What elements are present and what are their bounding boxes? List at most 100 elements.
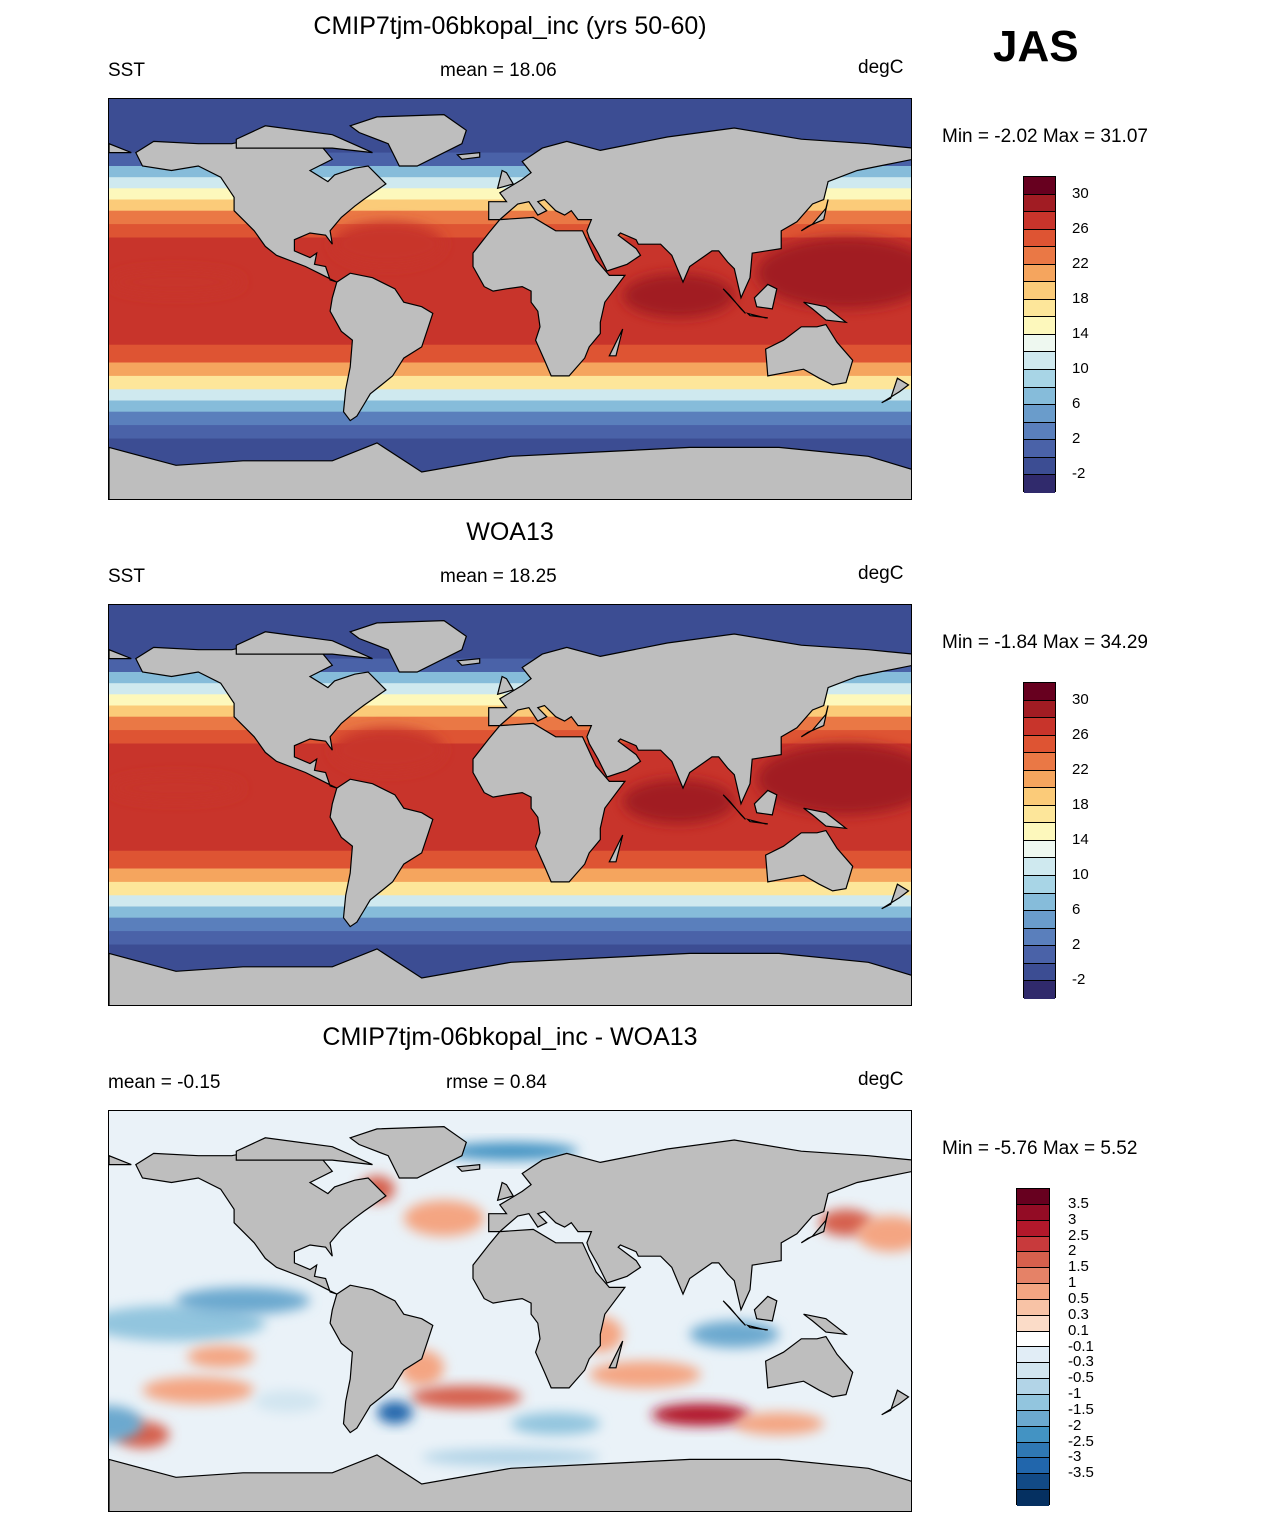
land-mass (329, 778, 434, 928)
land-mass (135, 136, 387, 283)
colorbar-tick-label: 6 (1072, 901, 1081, 919)
colorbar-swatch (1024, 928, 1055, 947)
anomaly-blob (444, 1142, 578, 1161)
colorbar-swatch (1024, 334, 1055, 353)
colorbar-swatch (1024, 440, 1055, 458)
land-mass (745, 818, 768, 825)
colorbar-swatch (1024, 683, 1055, 701)
land-mass (348, 113, 468, 167)
colorbar-tick-label: 14 (1072, 831, 1089, 848)
land-mass (496, 675, 515, 696)
colorbar-swatch (1024, 770, 1055, 789)
colorbar-tick-label: 14 (1072, 325, 1089, 342)
colorbar-swatch (1024, 194, 1055, 213)
colorbar-swatch (1017, 1189, 1049, 1205)
land-mass (803, 301, 849, 324)
sst-colorbar (1023, 682, 1056, 999)
colorbar-tick-label: 26 (1072, 725, 1089, 743)
anomaly-blob (109, 268, 243, 296)
sst-band (109, 895, 911, 908)
panel-units-label: degC (858, 563, 904, 584)
colorbar-swatch (1024, 264, 1055, 283)
colorbar-swatch (1017, 1331, 1049, 1348)
panel-left-label: mean = -0.15 (108, 1072, 221, 1093)
colorbar-tick-label: 18 (1072, 795, 1089, 813)
sst-diff-map (108, 1110, 912, 1512)
land-mass (235, 1137, 373, 1166)
panel-title: WOA13 (466, 518, 554, 546)
colorbar-swatch (1024, 370, 1055, 388)
colorbar-swatch (1017, 1284, 1049, 1300)
land-mass (881, 883, 910, 910)
colorbar-tick-label: 10 (1072, 866, 1089, 884)
colorbar-tick-label: 6 (1072, 395, 1081, 413)
land-mass (722, 794, 746, 820)
colorbar-tick-label: 22 (1072, 760, 1089, 778)
land-mass (608, 1340, 624, 1369)
land-mass (722, 1300, 746, 1326)
colorbar-tick-label: 0.3 (1068, 1305, 1089, 1323)
sst-band (109, 931, 911, 946)
land-mass (135, 1148, 387, 1295)
colorbar-tick-label: 2 (1068, 1242, 1077, 1260)
colorbar-swatch (1017, 1490, 1049, 1506)
colorbar-tick-label: 2.5 (1068, 1226, 1089, 1244)
colorbar-swatch (1017, 1379, 1049, 1395)
colorbar-swatch (1017, 1394, 1049, 1411)
colorbar-tick-label: 30 (1072, 690, 1089, 708)
colorbar-tick-label: -0.1 (1068, 1337, 1094, 1355)
land-mass (135, 642, 387, 789)
panel-mean-label: mean = 18.06 (440, 60, 557, 81)
colorbar-swatch (1017, 1442, 1049, 1459)
land-mass (109, 1454, 911, 1511)
anomaly-blob (403, 1200, 485, 1237)
land-mass (109, 442, 911, 499)
colorbar-tick-label: 0.5 (1068, 1289, 1089, 1307)
colorbar-swatch (1024, 718, 1055, 736)
colorbar-tick-label: 10 (1072, 360, 1089, 378)
colorbar-swatch (1024, 858, 1055, 877)
land-mass (109, 649, 132, 660)
sst-band (109, 400, 911, 413)
colorbar-tick-label: -1.5 (1068, 1400, 1094, 1418)
colorbar-swatch (1017, 1220, 1049, 1237)
land-mass (496, 169, 515, 190)
colorbar-tick-label: 1.5 (1068, 1258, 1089, 1276)
colorbar-swatch (1017, 1252, 1049, 1269)
colorbar-tick-label: 30 (1072, 184, 1089, 202)
land-mass (800, 1211, 829, 1244)
colorbar-tick-label: 26 (1072, 219, 1089, 237)
colorbar-swatch (1024, 422, 1055, 441)
anomaly-blob (377, 1401, 413, 1424)
sst-band (109, 344, 911, 364)
colorbar-tick-label: 1 (1068, 1274, 1077, 1292)
land-mass (803, 807, 849, 830)
anomaly-blob (857, 1215, 911, 1252)
colorbar-swatch (1024, 700, 1055, 719)
panel-minmax-label: Min = -5.76 Max = 5.52 (942, 1138, 1138, 1159)
sst-band (109, 917, 911, 933)
sst-band (109, 389, 911, 402)
colorbar-swatch (1017, 1204, 1049, 1221)
colorbar-swatch (1024, 911, 1055, 929)
land-mass (329, 272, 434, 422)
anomaly-blob (689, 1320, 779, 1348)
panel-title: CMIP7tjm-06bkopal_inc (yrs 50-60) (313, 12, 707, 40)
colorbar-swatch (1024, 805, 1055, 824)
colorbar-swatch (1024, 823, 1055, 841)
colorbar-swatch (1024, 212, 1055, 230)
colorbar-tick-label: -2.5 (1068, 1432, 1094, 1450)
colorbar-tick-label: -2 (1072, 465, 1086, 483)
anomaly-blob (589, 1361, 701, 1388)
colorbar-swatch (1024, 788, 1055, 806)
anomaly-blob (421, 1448, 601, 1467)
colorbar-swatch (1024, 317, 1055, 335)
sst-band (109, 411, 911, 427)
sst-band (109, 425, 911, 440)
panel-mean-label: mean = 18.25 (440, 566, 557, 587)
colorbar-swatch (1017, 1236, 1049, 1253)
colorbar-swatch (1024, 229, 1055, 248)
land-mass (764, 829, 854, 892)
sst-band (109, 362, 911, 377)
land-mass (881, 1389, 910, 1416)
